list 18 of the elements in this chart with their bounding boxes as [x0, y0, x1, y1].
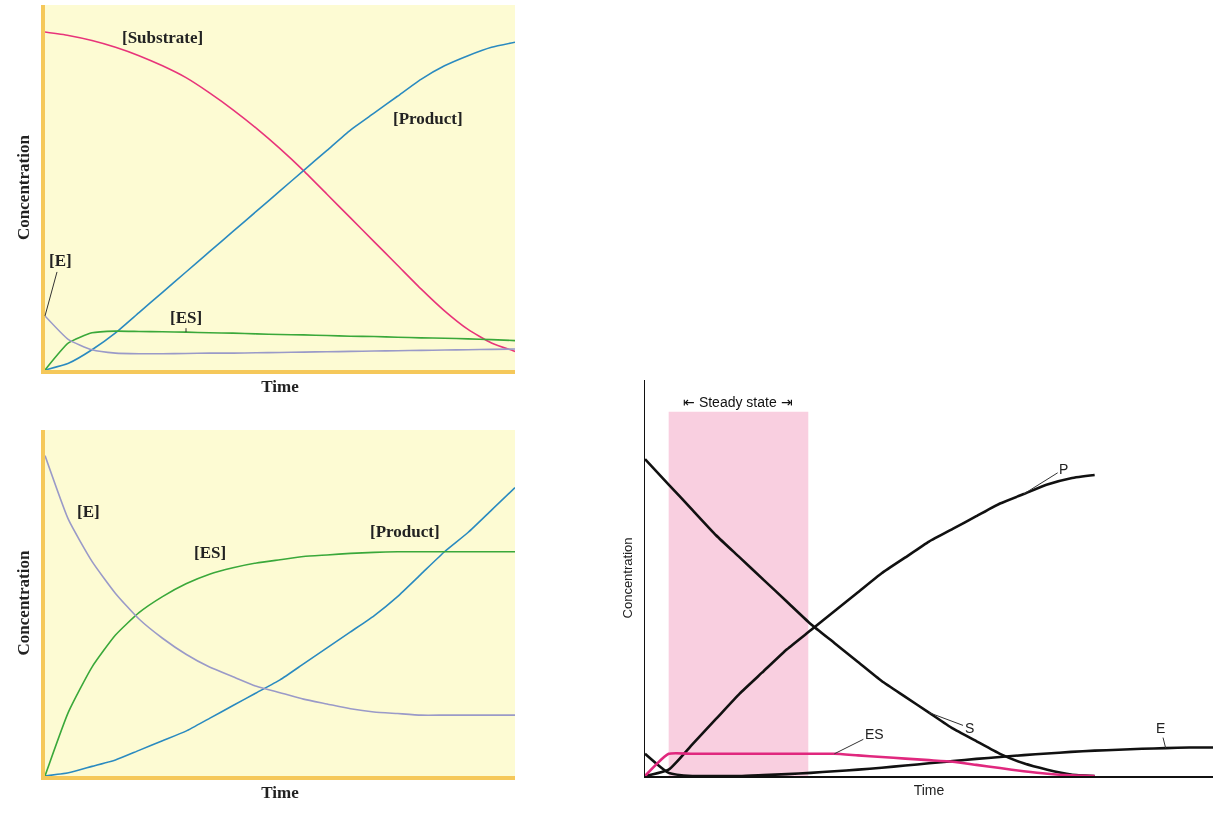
y-axis-title: Concentration — [14, 134, 34, 240]
series-label: [ES] — [170, 308, 203, 327]
series-label: [Product] — [370, 522, 440, 541]
series-label: ES — [865, 726, 884, 742]
series-label: [E] — [77, 502, 100, 521]
x-axis-title: Time — [913, 781, 945, 798]
text: [E] — [49, 251, 72, 270]
series-label: P — [1059, 461, 1069, 477]
series-label: [Product] — [393, 109, 463, 128]
text: ⇤ Steady state ⇥ — [683, 394, 793, 410]
y-axis-title: Concentration — [619, 537, 635, 619]
x-axis-title: Time — [261, 376, 300, 396]
series-label: S — [965, 720, 975, 736]
x-axis-title: Time — [261, 782, 300, 802]
y-axis-title: Concentration — [14, 550, 34, 656]
series-label: [ES] — [194, 543, 227, 562]
series-label: E — [1156, 720, 1166, 736]
series-label: [Substrate] — [122, 28, 204, 47]
